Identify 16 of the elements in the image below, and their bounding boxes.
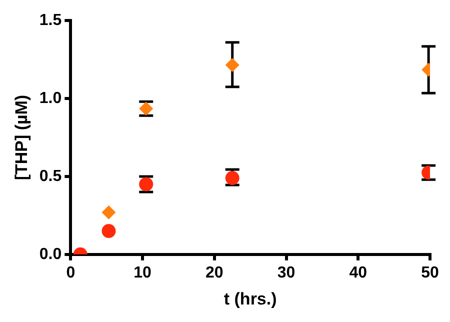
point — [102, 224, 116, 238]
y-tick-label: 1.5 — [39, 12, 62, 30]
y-tick-label: 0.5 — [39, 168, 62, 185]
point — [225, 58, 240, 72]
x-tick-label: 30 — [277, 264, 296, 282]
point — [102, 205, 116, 220]
x-tick-label: 40 — [349, 264, 368, 282]
x-tick-label: 20 — [205, 264, 224, 282]
x-tick-label: 10 — [134, 264, 152, 282]
x-tick-label: 0 — [66, 264, 76, 282]
y-axis-title: [THP] (µM) — [12, 94, 31, 180]
y-tick-label: 1.0 — [39, 90, 62, 107]
y-tick-label: 0.0 — [39, 246, 62, 263]
point — [225, 171, 240, 186]
x-tick-label: 50 — [421, 264, 439, 282]
x-axis-title: t (hrs.) — [224, 289, 277, 308]
